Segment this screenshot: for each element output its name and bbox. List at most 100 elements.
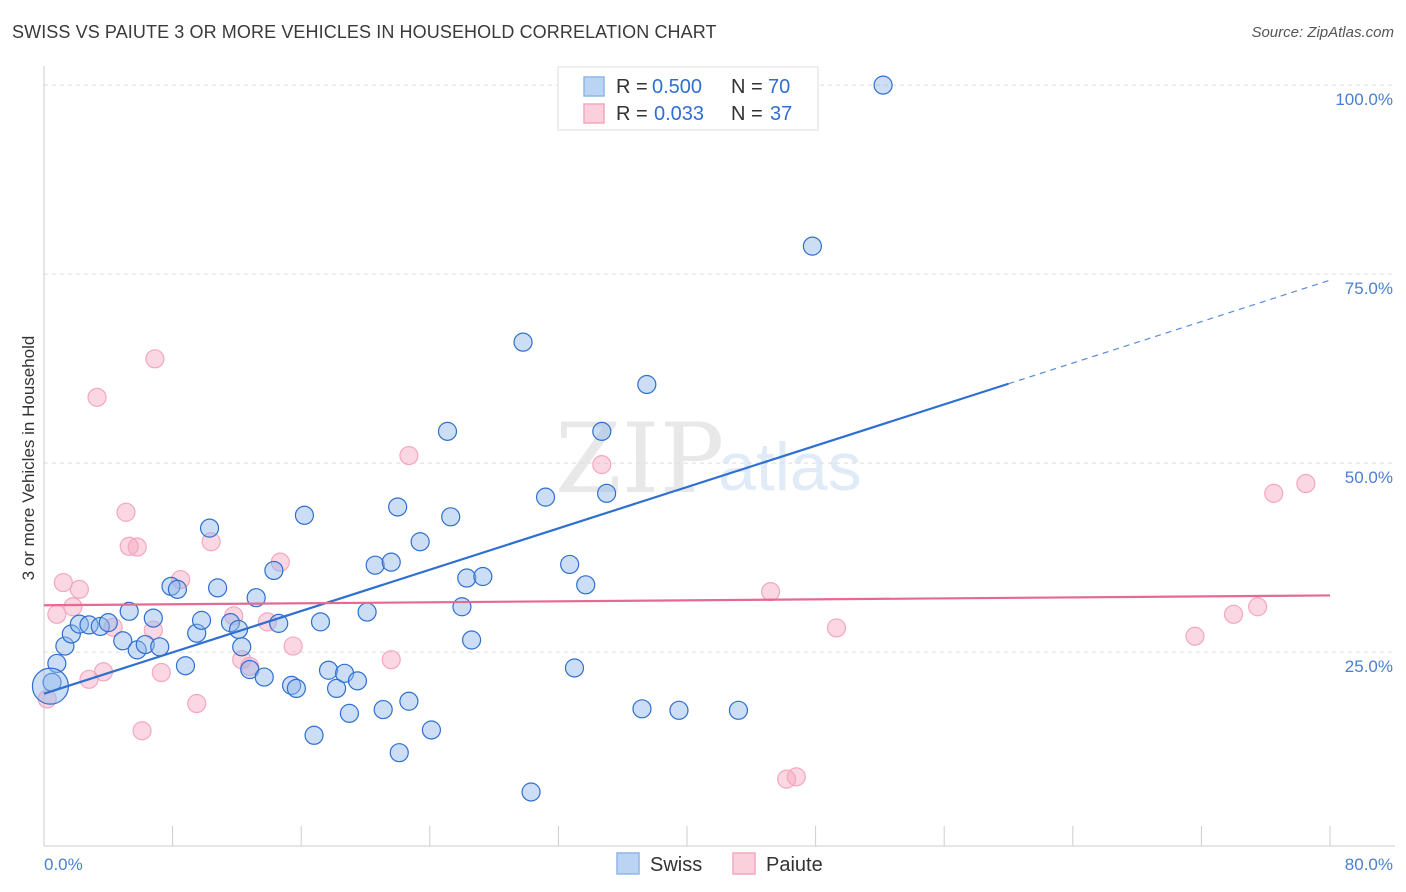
swiss-point (365, 555, 385, 575)
swiss-point (286, 678, 306, 699)
legend-paiute-swatch (732, 852, 756, 875)
swiss-point (399, 691, 419, 711)
swiss-point (560, 554, 580, 575)
swiss-point (208, 578, 228, 598)
paiute-r-value: 0.033 (654, 103, 704, 125)
swiss-point (175, 656, 196, 676)
swiss-point (513, 332, 533, 352)
axes (43, 66, 1395, 847)
swiss-point (381, 552, 401, 572)
swiss-point (119, 601, 139, 621)
paiute-point (151, 662, 171, 683)
paiute-legend-swatch (583, 103, 605, 124)
series-legend: Swiss Paiute (616, 852, 823, 876)
swiss-point (347, 671, 368, 691)
source-credit: Source: ZipAtlas.com (1251, 24, 1394, 41)
swiss-point (199, 518, 220, 538)
swiss-point (304, 725, 324, 745)
swiss-point (802, 236, 822, 256)
y-tick-label: 25.0% (1345, 657, 1393, 676)
tick-labels: 0.0% 80.0% 25.0% 50.0% 75.0% 100.0% (44, 90, 1393, 874)
swiss-r-label: R = (616, 76, 648, 98)
swiss-point (98, 613, 118, 633)
paiute-n-label: N = (731, 103, 763, 125)
swiss-point (167, 579, 188, 599)
swiss-point (461, 630, 482, 650)
swiss-point (55, 636, 75, 656)
paiute-point (1185, 626, 1205, 646)
paiute-point (399, 445, 419, 466)
swiss-point (135, 634, 155, 655)
trend-lines (43, 279, 1331, 695)
paiute-point (145, 349, 165, 369)
paiute-point (132, 721, 152, 741)
swiss-point (254, 667, 274, 687)
swiss-point (339, 703, 360, 723)
swiss-point (521, 782, 541, 802)
swiss-point (69, 614, 89, 634)
x-tick-label-max: 80.0% (1345, 855, 1393, 874)
paiute-point (592, 455, 612, 475)
paiute-trend-line (43, 594, 1331, 607)
swiss-points (31, 74, 893, 802)
swiss-point (410, 532, 430, 552)
y-tick-label: 50.0% (1345, 468, 1393, 487)
swiss-r-value: 0.500 (652, 76, 702, 98)
x-tick-label-min: 0.0% (44, 855, 83, 874)
paiute-point (1296, 473, 1316, 494)
paiute-point (87, 387, 107, 407)
swiss-point (632, 699, 652, 719)
swiss-point (31, 667, 70, 705)
swiss-point (310, 612, 331, 632)
swiss-n-label: N = (731, 76, 763, 98)
paiute-point (1264, 483, 1284, 503)
gridlines (44, 84, 1395, 653)
stats-legend: R = 0.500 N = 70 R = 0.033 N = 37 (557, 66, 819, 131)
swiss-legend-swatch (583, 76, 605, 97)
swiss-point (388, 497, 408, 517)
paiute-point (116, 502, 136, 522)
swiss-point (246, 588, 266, 608)
swiss-point (294, 505, 315, 525)
swiss-point (232, 637, 252, 657)
swiss-point (564, 658, 585, 678)
paiute-point (119, 536, 139, 556)
swiss-point (191, 610, 212, 630)
swiss-point (143, 608, 163, 628)
swiss-point (187, 623, 207, 643)
paiute-point (381, 650, 401, 670)
paiute-point (1248, 597, 1268, 617)
swiss-point (669, 700, 689, 720)
paiute-point (187, 693, 207, 714)
y-tick-label: 100.0% (1335, 90, 1393, 109)
swiss-point (873, 75, 893, 95)
swiss-point (264, 560, 284, 581)
watermark-zip: ZIP (555, 403, 724, 515)
paiute-point (283, 636, 303, 656)
swiss-point (441, 507, 461, 527)
paiute-point (127, 537, 147, 557)
swiss-point (576, 575, 596, 595)
swiss-point (389, 743, 409, 763)
swiss-point (728, 700, 749, 720)
swiss-point (357, 602, 377, 622)
swiss-point (473, 566, 493, 587)
swiss-point (150, 637, 170, 657)
swiss-n-value: 70 (768, 76, 790, 98)
paiute-point (760, 582, 781, 602)
swiss-point (113, 631, 133, 651)
paiute-point (786, 767, 806, 787)
swiss-point (61, 624, 81, 644)
swiss-point (326, 678, 347, 699)
swiss-point (437, 421, 458, 441)
paiute-point (1223, 604, 1244, 624)
paiute-point (47, 604, 67, 624)
paiute-point (826, 618, 847, 638)
swiss-trend-line (43, 382, 1009, 695)
swiss-point (592, 421, 612, 441)
swiss-point (597, 483, 617, 503)
legend-paiute-label: Paiute (766, 854, 823, 876)
paiute-point (63, 597, 83, 617)
swiss-point (373, 699, 393, 720)
